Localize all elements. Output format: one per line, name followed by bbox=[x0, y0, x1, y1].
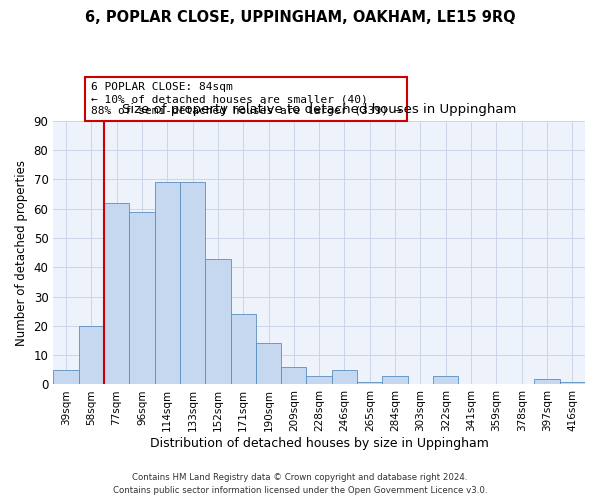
Title: Size of property relative to detached houses in Uppingham: Size of property relative to detached ho… bbox=[122, 102, 517, 116]
Bar bbox=[230, 314, 256, 384]
Bar bbox=[433, 376, 458, 384]
Bar bbox=[382, 376, 408, 384]
Bar bbox=[256, 344, 281, 384]
Text: Contains HM Land Registry data © Crown copyright and database right 2024.
Contai: Contains HM Land Registry data © Crown c… bbox=[113, 473, 487, 495]
Bar bbox=[104, 203, 129, 384]
Bar bbox=[281, 367, 307, 384]
Bar bbox=[560, 382, 585, 384]
Bar bbox=[155, 182, 180, 384]
Bar bbox=[180, 182, 205, 384]
Text: 6, POPLAR CLOSE, UPPINGHAM, OAKHAM, LE15 9RQ: 6, POPLAR CLOSE, UPPINGHAM, OAKHAM, LE15… bbox=[85, 10, 515, 25]
Bar bbox=[307, 376, 332, 384]
Bar bbox=[205, 258, 230, 384]
Bar bbox=[129, 212, 155, 384]
Bar bbox=[535, 378, 560, 384]
Bar bbox=[79, 326, 104, 384]
Bar bbox=[53, 370, 79, 384]
Text: 6 POPLAR CLOSE: 84sqm
← 10% of detached houses are smaller (40)
88% of semi-deta: 6 POPLAR CLOSE: 84sqm ← 10% of detached … bbox=[91, 82, 401, 116]
X-axis label: Distribution of detached houses by size in Uppingham: Distribution of detached houses by size … bbox=[150, 437, 488, 450]
Y-axis label: Number of detached properties: Number of detached properties bbox=[15, 160, 28, 346]
Bar bbox=[332, 370, 357, 384]
Bar bbox=[357, 382, 382, 384]
